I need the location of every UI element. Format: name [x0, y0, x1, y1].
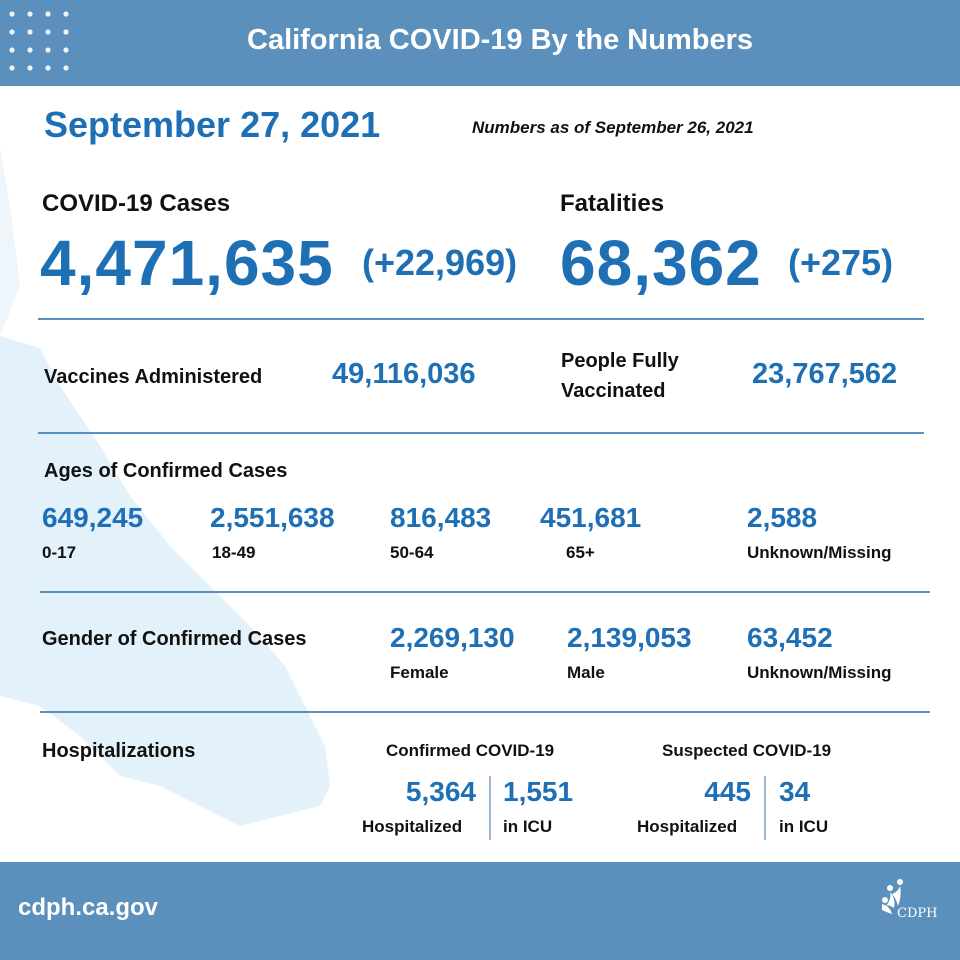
confirmed-covid-title: Confirmed COVID-19: [386, 741, 555, 760]
age-group-value: 816,483: [390, 502, 492, 533]
cases-value: 4,471,635: [40, 227, 334, 299]
fully-vaccinated-label-line1: People Fully: [561, 350, 679, 372]
report-date: September 27, 2021: [44, 104, 381, 145]
age-group-label: 0-17: [42, 543, 77, 562]
age-group-label: 18-49: [212, 543, 256, 562]
confirmed-icu-label: in ICU: [503, 817, 553, 836]
age-group-value: 649,245: [42, 502, 144, 533]
confirmed-icu-value: 1,551: [503, 776, 574, 807]
divider: [38, 432, 924, 434]
fatalities-value: 68,362: [560, 227, 762, 299]
divider: [764, 776, 766, 840]
gender-group-label: Unknown/Missing: [747, 663, 892, 682]
gender-group-value: 2,269,130: [390, 622, 515, 653]
age-group-value: 2,551,638: [210, 502, 335, 533]
numbers-as-of: Numbers as of September 26, 2021: [472, 118, 754, 137]
gender-group-label: Female: [390, 663, 449, 682]
gender-group-label: Male: [567, 663, 605, 682]
fatalities-label: Fatalities: [560, 190, 665, 217]
confirmed-hospitalized-value: 5,364: [405, 776, 476, 807]
cases-delta: (+22,969): [362, 242, 518, 283]
age-group-label: 65+: [566, 543, 595, 562]
page-title: California COVID-19 By the Numbers: [247, 24, 753, 56]
age-group-label: Unknown/Missing: [747, 543, 892, 562]
suspected-hospitalized-label: Hospitalized: [637, 817, 738, 836]
ages-title: Ages of Confirmed Cases: [44, 460, 288, 482]
footer-bar: [0, 862, 960, 960]
fully-vaccinated-value: 23,767,562: [752, 358, 898, 390]
suspected-covid-title: Suspected COVID-19: [662, 741, 832, 760]
cdph-logo-text: CDPH: [897, 906, 938, 921]
suspected-icu-value: 34: [779, 776, 811, 807]
divider: [489, 776, 491, 840]
fully-vaccinated-label-line2: Vaccinated: [561, 380, 666, 402]
footer-link[interactable]: cdph.ca.gov: [18, 894, 159, 921]
age-group-value: 451,681: [540, 502, 642, 533]
gender-group-value: 63,452: [747, 622, 833, 653]
confirmed-hospitalized-label: Hospitalized: [362, 817, 463, 836]
california-map-silhouette: [0, 86, 330, 826]
header-bar: [0, 0, 960, 86]
cdph-logo-icon: [882, 879, 903, 914]
vaccines-label: Vaccines Administered: [44, 366, 263, 388]
divider: [38, 318, 924, 320]
age-group-value: 2,588: [747, 502, 818, 533]
dots-decoration-icon: [9, 11, 69, 71]
suspected-icu-label: in ICU: [779, 817, 829, 836]
hospitalizations-title: Hospitalizations: [42, 740, 196, 762]
cases-label: COVID-19 Cases: [42, 190, 231, 217]
divider: [40, 711, 930, 713]
gender-group-value: 2,139,053: [567, 622, 692, 653]
suspected-hospitalized-value: 445: [704, 776, 751, 807]
vaccines-value: 49,116,036: [332, 358, 476, 390]
age-group-label: 50-64: [390, 543, 434, 562]
fatalities-delta: (+275): [788, 242, 894, 283]
gender-title: Gender of Confirmed Cases: [42, 628, 307, 650]
divider: [40, 591, 930, 593]
